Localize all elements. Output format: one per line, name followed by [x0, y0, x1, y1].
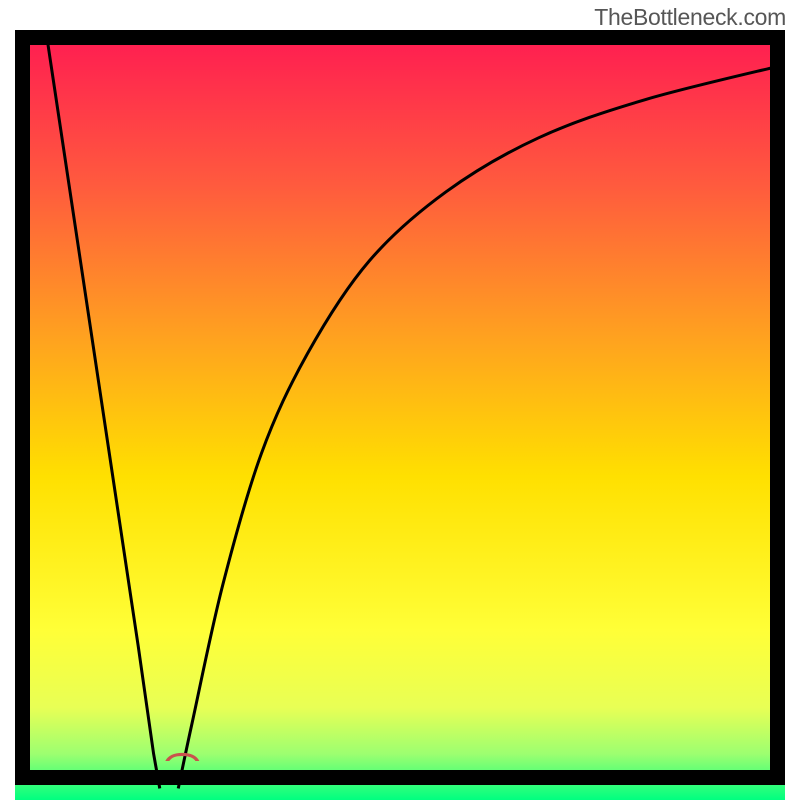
curve-right-branch — [178, 65, 785, 789]
figure: TheBottleneck.com ͡ — [0, 0, 800, 800]
bottleneck-curves — [15, 30, 785, 800]
plot-area: ͡ — [15, 30, 785, 785]
curve-left-branch — [46, 30, 160, 788]
watermark-text: TheBottleneck.com — [594, 4, 786, 31]
